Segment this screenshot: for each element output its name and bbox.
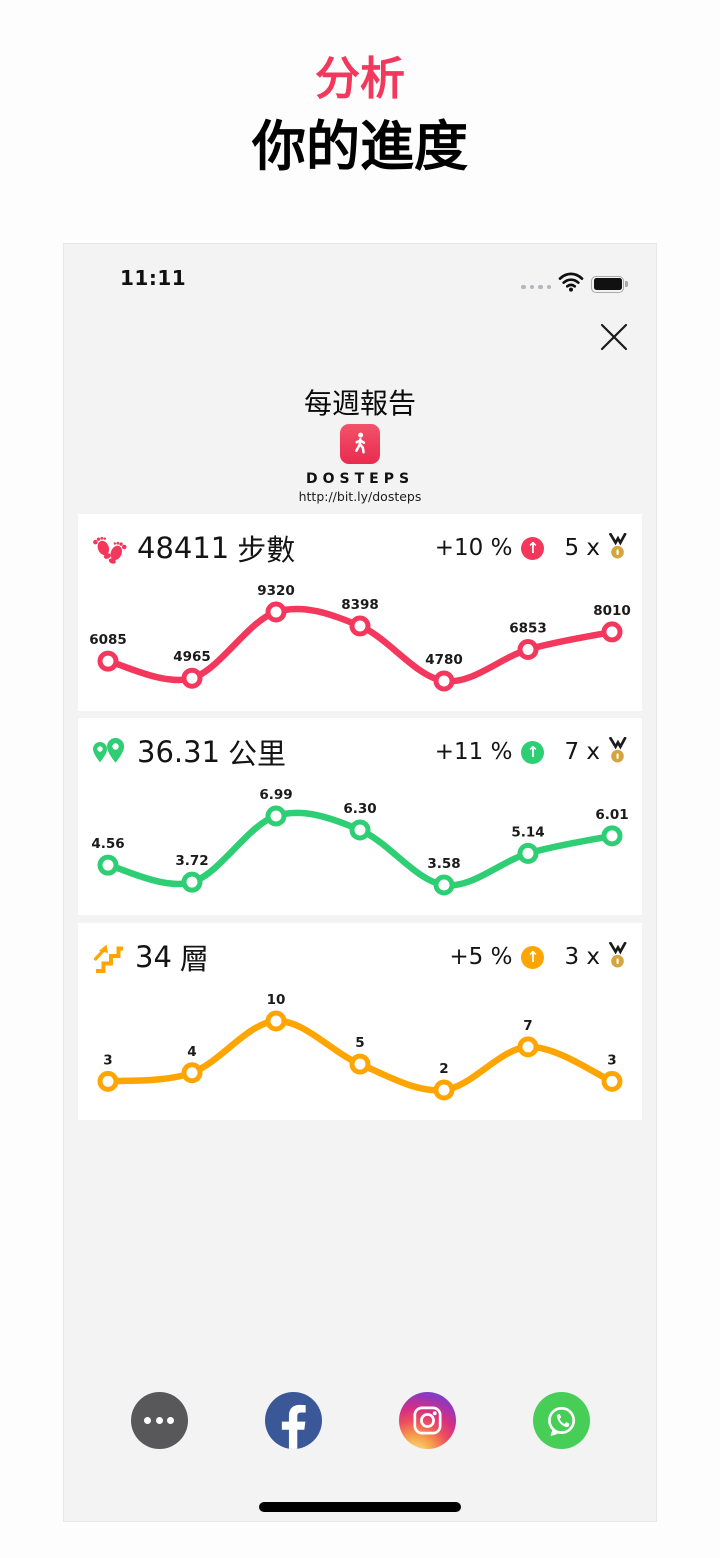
- status-bar-time: 11:11: [120, 266, 187, 290]
- wifi-icon: [558, 272, 584, 296]
- svg-text:7: 7: [523, 1018, 532, 1034]
- svg-text:4.56: 4.56: [91, 836, 124, 852]
- trend-up-icon: ↑: [521, 945, 545, 969]
- svg-text:3: 3: [607, 1052, 616, 1068]
- svg-text:3.58: 3.58: [427, 856, 460, 872]
- page-title: 你的進度: [252, 114, 468, 178]
- svg-text:5.14: 5.14: [511, 824, 544, 840]
- whatsapp-icon: [548, 1406, 576, 1436]
- distance-card-header: 36.31 公里 +11 % ↑ 7 x: [92, 732, 628, 772]
- steps-line-chart: 6085 4965 9320 8398 4780 6853 8010: [89, 583, 631, 692]
- ellipsis-icon: [144, 1417, 174, 1424]
- report-title: 每週報告: [303, 387, 416, 420]
- svg-text:3.72: 3.72: [175, 853, 208, 869]
- share-row: [64, 1392, 656, 1449]
- svg-text:3: 3: [103, 1052, 112, 1068]
- svg-text:4: 4: [187, 1044, 196, 1060]
- steps-medal-count: 5 x: [564, 535, 600, 561]
- svg-text:4780: 4780: [425, 652, 463, 668]
- svg-text:6.30: 6.30: [343, 801, 376, 817]
- svg-text:10: 10: [267, 992, 286, 1008]
- distance-value: 36.31: [137, 735, 221, 769]
- distance-unit: 公里: [228, 737, 287, 771]
- status-bar-icons: [521, 272, 628, 296]
- app-icon: [340, 424, 380, 464]
- steps-change: +10 %: [434, 535, 513, 561]
- svg-text:8010: 8010: [593, 603, 631, 619]
- distance-card: 36.31 公里 +11 % ↑ 7 x 4.56 3.72 6.99 6.30 3.5…: [78, 718, 642, 915]
- svg-text:2: 2: [439, 1061, 448, 1077]
- phone-screenshot: 11:11 每週報告: [63, 243, 657, 1522]
- instagram-share-button[interactable]: [398, 1392, 456, 1449]
- map-pins-icon: [92, 735, 128, 769]
- facebook-share-button[interactable]: [264, 1392, 322, 1449]
- svg-text:4965: 4965: [173, 649, 211, 665]
- svg-text:8398: 8398: [341, 597, 379, 613]
- distance-change: +11 %: [434, 739, 513, 765]
- close-icon: [600, 323, 628, 351]
- steps-card-header: 48411 步數 +10 % ↑ 5 x: [92, 528, 628, 568]
- floors-card: 34 層 +5 % ↑ 3 x 3 4 10 5 2 7 3: [78, 923, 642, 1120]
- floors-change: +5 %: [449, 944, 513, 970]
- medal-icon: [607, 940, 628, 973]
- floors-card-header: 34 層 +5 % ↑ 3 x: [92, 937, 628, 977]
- floors-unit: 層: [179, 942, 209, 976]
- trend-up-icon: ↑: [521, 740, 545, 764]
- instagram-icon: [412, 1406, 442, 1435]
- steps-unit: 步數: [237, 533, 296, 567]
- svg-text:5: 5: [355, 1035, 364, 1051]
- svg-text:6.01: 6.01: [595, 807, 628, 823]
- distance-medal-count: 7 x: [564, 739, 600, 765]
- svg-text:6.99: 6.99: [259, 787, 292, 803]
- floors-medal-count: 3 x: [564, 944, 600, 970]
- medal-icon: [607, 735, 628, 768]
- whatsapp-share-button[interactable]: [532, 1392, 590, 1449]
- facebook-icon: [281, 1404, 306, 1449]
- steps-card: 48411 步數 +10 % ↑ 5 x 6085 4965 9320 8398 478…: [78, 514, 642, 711]
- home-indicator[interactable]: [259, 1502, 461, 1512]
- medal-icon: [607, 531, 628, 564]
- close-button[interactable]: [597, 320, 631, 354]
- cellular-signal-icon: [521, 284, 551, 290]
- svg-text:6085: 6085: [89, 632, 127, 648]
- trend-up-icon: ↑: [521, 536, 545, 560]
- distance-line-chart: 4.56 3.72 6.99 6.30 3.58 5.14 6.01: [91, 787, 629, 896]
- svg-text:6853: 6853: [509, 620, 547, 636]
- page-subtitle: 分析: [314, 52, 405, 105]
- more-share-button[interactable]: [130, 1392, 188, 1449]
- battery-icon: [591, 275, 628, 293]
- floors-line-chart: 3 4 10 5 2 7 3: [97, 992, 623, 1101]
- page-header: 分析 你的進度: [0, 0, 720, 176]
- footprints-icon: [92, 531, 128, 565]
- stairs-icon: [92, 940, 126, 974]
- app-url[interactable]: http://bit.ly/dosteps: [298, 489, 422, 504]
- floors-value: 34: [135, 940, 172, 974]
- steps-value: 48411: [137, 531, 230, 565]
- svg-text:9320: 9320: [257, 583, 295, 599]
- walking-person-icon: [355, 432, 366, 454]
- app-name: DOSTEPS: [305, 471, 415, 487]
